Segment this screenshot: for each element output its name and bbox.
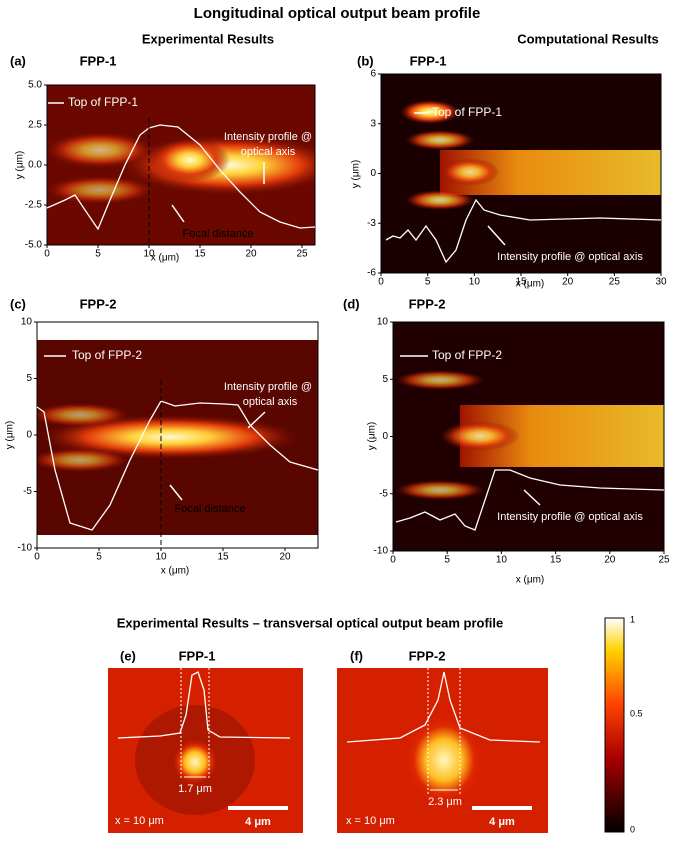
x-tick-label: 10 (143, 249, 155, 260)
y-tick-label: 5.0 (28, 80, 42, 91)
heatmap (37, 340, 318, 535)
annotation: Top of FPP-2 (432, 348, 502, 362)
y-tick-label: -3 (367, 218, 376, 229)
panel-name: FPP-2 (80, 296, 117, 311)
section-title: Experimental Results (142, 31, 274, 46)
x-axis-label: x (μm) (161, 566, 190, 577)
y-tick-label: -5 (23, 486, 32, 497)
x-tick-label: 15 (217, 552, 229, 563)
x-tick-label: 15 (550, 555, 562, 566)
x-tick-label: 5 (425, 277, 431, 288)
panel-label: (d) (343, 296, 360, 311)
x-tick-label: 0 (44, 249, 50, 260)
x-tick-label: 25 (609, 277, 621, 288)
x-tick-label: 15 (515, 277, 527, 288)
panel-name: FPP-1 (410, 53, 447, 68)
colorbar-label: 1 (630, 614, 635, 624)
y-axis-label: y (μm) (15, 151, 26, 180)
y-tick-label: -2.5 (25, 200, 43, 211)
panel-label: (e) (120, 648, 136, 663)
panel-name: FPP-1 (179, 648, 216, 663)
x-tick-label: 5 (95, 249, 101, 260)
annotation: Intensity profile @ (224, 131, 312, 143)
position-label: x = 10 μm (346, 815, 395, 827)
x-tick-label: 25 (658, 555, 670, 566)
heatmap (393, 322, 664, 551)
x-tick-label: 0 (34, 552, 40, 563)
panel-label: (f) (350, 648, 363, 663)
y-tick-label: 3 (370, 118, 376, 129)
y-tick-label: 0 (26, 430, 32, 441)
x-tick-label: 5 (444, 555, 450, 566)
position-label: x = 10 μm (115, 815, 164, 827)
x-tick-label: 20 (562, 277, 574, 288)
y-tick-label: 10 (377, 317, 389, 328)
panel-label: (c) (10, 296, 26, 311)
annotation: Intensity profile @ (224, 381, 312, 393)
annotation: Intensity profile @ optical axis (497, 251, 643, 263)
scale-label: 4 μm (489, 816, 515, 828)
y-tick-label: -6 (367, 268, 376, 279)
annotation: Top of FPP-2 (72, 348, 142, 362)
y-tick-label: 0.0 (28, 160, 42, 171)
y-tick-label: 0 (370, 168, 376, 179)
y-tick-label: -10 (374, 546, 389, 557)
panel-name: FPP-2 (409, 648, 446, 663)
x-tick-label: 0 (378, 277, 384, 288)
y-tick-label: -10 (18, 543, 33, 554)
x-tick-label: 5 (96, 552, 102, 563)
section-title: Computational Results (517, 31, 659, 46)
figure-title: Longitudinal optical output beam profile (194, 5, 481, 22)
annotation: optical axis (243, 396, 298, 408)
section-title: Experimental Results – transversal optic… (117, 615, 504, 630)
x-tick-label: 0 (390, 555, 396, 566)
x-tick-label: 20 (604, 555, 616, 566)
x-tick-label: 10 (155, 552, 167, 563)
y-axis-label: y (μm) (367, 422, 378, 451)
annotation: Intensity profile @ optical axis (497, 511, 643, 523)
colorbar-label: 0 (630, 824, 635, 834)
y-tick-label: 6 (370, 69, 376, 80)
annotation: Focal distance (183, 228, 254, 240)
colorbar-label: 0.5 (630, 708, 643, 718)
panel-name: FPP-1 (80, 53, 117, 68)
x-tick-label: 20 (279, 552, 291, 563)
x-tick-label: 10 (469, 277, 481, 288)
scale-label: 4 μm (245, 816, 271, 828)
x-tick-label: 30 (655, 277, 667, 288)
x-tick-label: 20 (245, 249, 257, 260)
y-axis-label: y (μm) (351, 160, 362, 189)
x-tick-label: 10 (496, 555, 508, 566)
y-tick-label: -5.0 (25, 240, 43, 251)
y-axis-label: y (μm) (5, 421, 16, 450)
x-tick-label: 15 (194, 249, 206, 260)
y-tick-label: 5 (26, 373, 32, 384)
heatmap (381, 74, 661, 273)
y-tick-label: 10 (21, 317, 33, 328)
panel-label: (a) (10, 53, 26, 68)
colorbar (604, 617, 625, 833)
panel-name: FPP-2 (409, 296, 446, 311)
annotation: Top of FPP-1 (432, 105, 502, 119)
y-tick-label: 0 (382, 431, 388, 442)
x-axis-label: x (μm) (151, 253, 180, 264)
arrows (44, 102, 541, 506)
y-tick-label: 5 (382, 374, 388, 385)
y-tick-label: -5 (379, 488, 388, 499)
x-axis-label: x (μm) (516, 575, 545, 586)
panel-label: (b) (357, 53, 374, 68)
width-label: 1.7 μm (178, 783, 212, 795)
spot-image (108, 668, 548, 833)
annotation: optical axis (241, 146, 296, 158)
annotation: Top of FPP-1 (68, 95, 138, 109)
annotation: Focal distance (175, 503, 246, 515)
x-axis-label: x (μm) (516, 279, 545, 290)
y-tick-label: 2.5 (28, 120, 42, 131)
x-tick-label: 25 (296, 249, 308, 260)
width-label: 2.3 μm (428, 796, 462, 808)
